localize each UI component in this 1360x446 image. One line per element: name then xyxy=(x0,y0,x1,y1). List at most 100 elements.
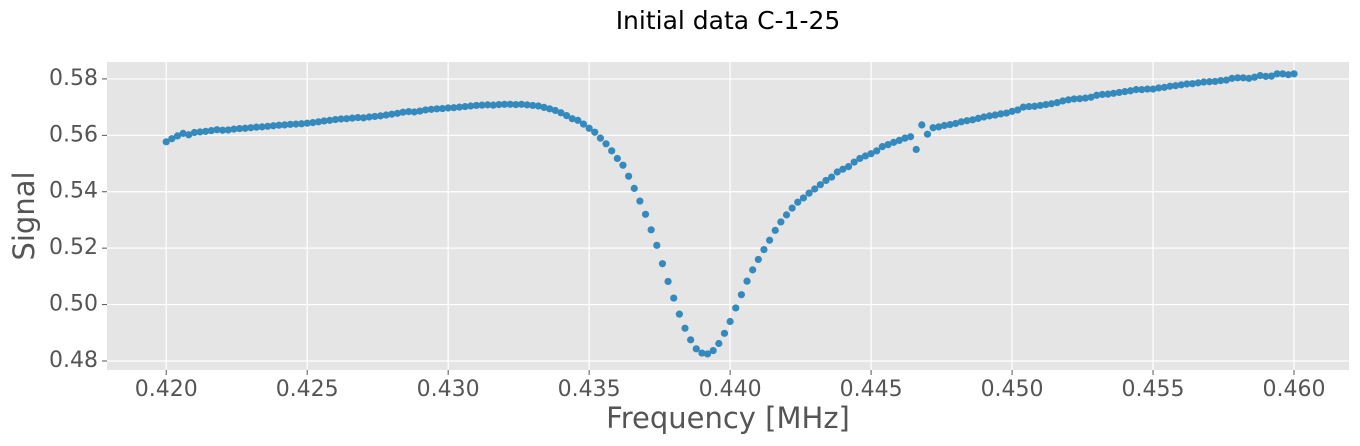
point xyxy=(1250,73,1259,81)
point xyxy=(162,138,170,146)
point xyxy=(235,124,244,133)
point xyxy=(1064,96,1073,104)
x-tick-label: 0.450 xyxy=(981,377,1044,402)
point xyxy=(213,126,221,134)
point xyxy=(540,103,548,112)
point xyxy=(923,130,932,138)
point xyxy=(241,124,249,132)
point xyxy=(1222,76,1230,84)
point xyxy=(698,349,706,357)
point xyxy=(196,128,204,136)
point xyxy=(343,115,351,123)
x-axis-label: Frequency [MHz] xyxy=(606,401,850,435)
point xyxy=(946,121,954,129)
point xyxy=(179,129,187,137)
point xyxy=(359,114,368,122)
point xyxy=(405,108,413,116)
point xyxy=(968,116,977,124)
point xyxy=(997,110,1005,118)
point xyxy=(484,101,492,109)
point xyxy=(495,100,503,109)
point xyxy=(551,106,559,115)
point xyxy=(613,154,621,163)
point xyxy=(670,294,678,302)
point xyxy=(906,133,915,141)
point xyxy=(1121,88,1129,96)
point xyxy=(371,112,379,121)
point xyxy=(619,161,627,169)
y-axis-label: Signal xyxy=(7,171,41,260)
point xyxy=(760,245,768,254)
point xyxy=(585,124,593,132)
y-tick-label: 0.58 xyxy=(49,66,98,91)
point xyxy=(472,101,480,110)
point xyxy=(1031,102,1039,110)
point xyxy=(1059,97,1067,105)
point xyxy=(523,101,531,109)
point xyxy=(940,121,948,130)
y-tick-label: 0.50 xyxy=(49,292,98,317)
point xyxy=(918,121,926,129)
y-tick-label: 0.54 xyxy=(49,179,98,204)
point xyxy=(534,102,542,110)
point xyxy=(591,128,599,136)
point xyxy=(1256,71,1264,80)
point xyxy=(546,105,554,113)
point xyxy=(314,118,323,126)
point xyxy=(1267,72,1276,80)
point xyxy=(985,112,994,120)
point xyxy=(1279,70,1287,78)
point xyxy=(1014,106,1022,114)
point xyxy=(219,126,227,134)
point xyxy=(1188,80,1197,88)
point xyxy=(286,120,294,128)
point xyxy=(703,350,712,358)
x-tick-label: 0.440 xyxy=(699,377,762,402)
point xyxy=(867,150,875,158)
point xyxy=(388,110,396,118)
point xyxy=(1183,80,1191,88)
x-tick-label: 0.420 xyxy=(135,377,198,402)
point xyxy=(1273,70,1281,78)
point xyxy=(732,304,740,312)
point xyxy=(393,109,402,117)
point xyxy=(664,277,672,286)
point xyxy=(720,329,729,337)
point xyxy=(912,145,920,154)
point xyxy=(269,122,277,130)
point xyxy=(190,128,199,137)
point xyxy=(1047,100,1056,108)
point xyxy=(895,136,903,145)
point xyxy=(765,236,774,244)
point xyxy=(506,100,514,108)
point xyxy=(771,226,779,234)
point xyxy=(1115,88,1123,97)
point xyxy=(1109,89,1118,97)
point xyxy=(709,346,717,355)
point xyxy=(878,143,886,151)
point xyxy=(1070,95,1078,103)
point xyxy=(450,104,458,112)
point xyxy=(1149,85,1157,93)
point xyxy=(957,118,965,126)
point xyxy=(839,165,847,173)
point xyxy=(788,204,796,212)
point xyxy=(467,102,475,110)
point xyxy=(1104,90,1112,98)
point xyxy=(1093,91,1101,99)
point xyxy=(833,168,841,176)
point xyxy=(348,114,356,122)
point xyxy=(326,116,334,124)
point xyxy=(692,345,700,353)
point xyxy=(517,100,526,108)
point xyxy=(247,124,255,132)
point xyxy=(1284,71,1292,79)
point xyxy=(297,120,306,128)
x-tick-label: 0.445 xyxy=(840,377,903,402)
point xyxy=(1008,107,1016,115)
point xyxy=(974,114,982,123)
point xyxy=(630,184,638,192)
point xyxy=(1053,99,1061,107)
point xyxy=(1194,79,1202,87)
point xyxy=(884,141,892,149)
